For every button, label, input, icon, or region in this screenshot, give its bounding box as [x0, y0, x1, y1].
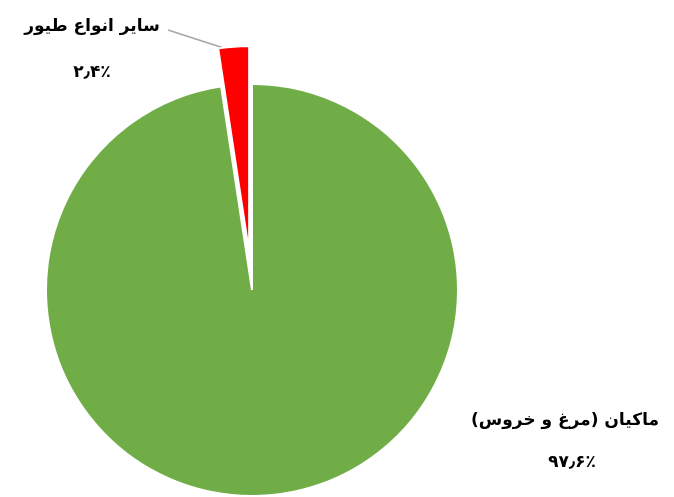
slice-label: ماکیان (مرغ و خروس) [471, 410, 659, 430]
pie-slice [217, 45, 251, 253]
value-label: ۲٫۴٪ [73, 62, 110, 82]
pie-slice [45, 82, 459, 497]
slice-label: سایر انواع طیور [23, 16, 160, 36]
value-label: ۹۷٫۶٪ [548, 452, 596, 472]
